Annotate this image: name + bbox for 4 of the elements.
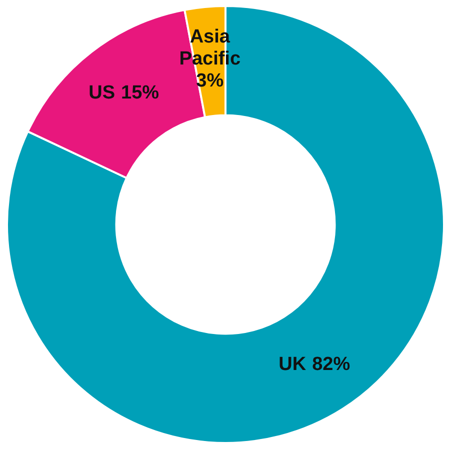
slice-label: UK: [278, 354, 306, 375]
slice-label: US: [88, 82, 116, 104]
data-label: 82%: [312, 354, 350, 375]
data-label: 15%: [121, 82, 160, 104]
